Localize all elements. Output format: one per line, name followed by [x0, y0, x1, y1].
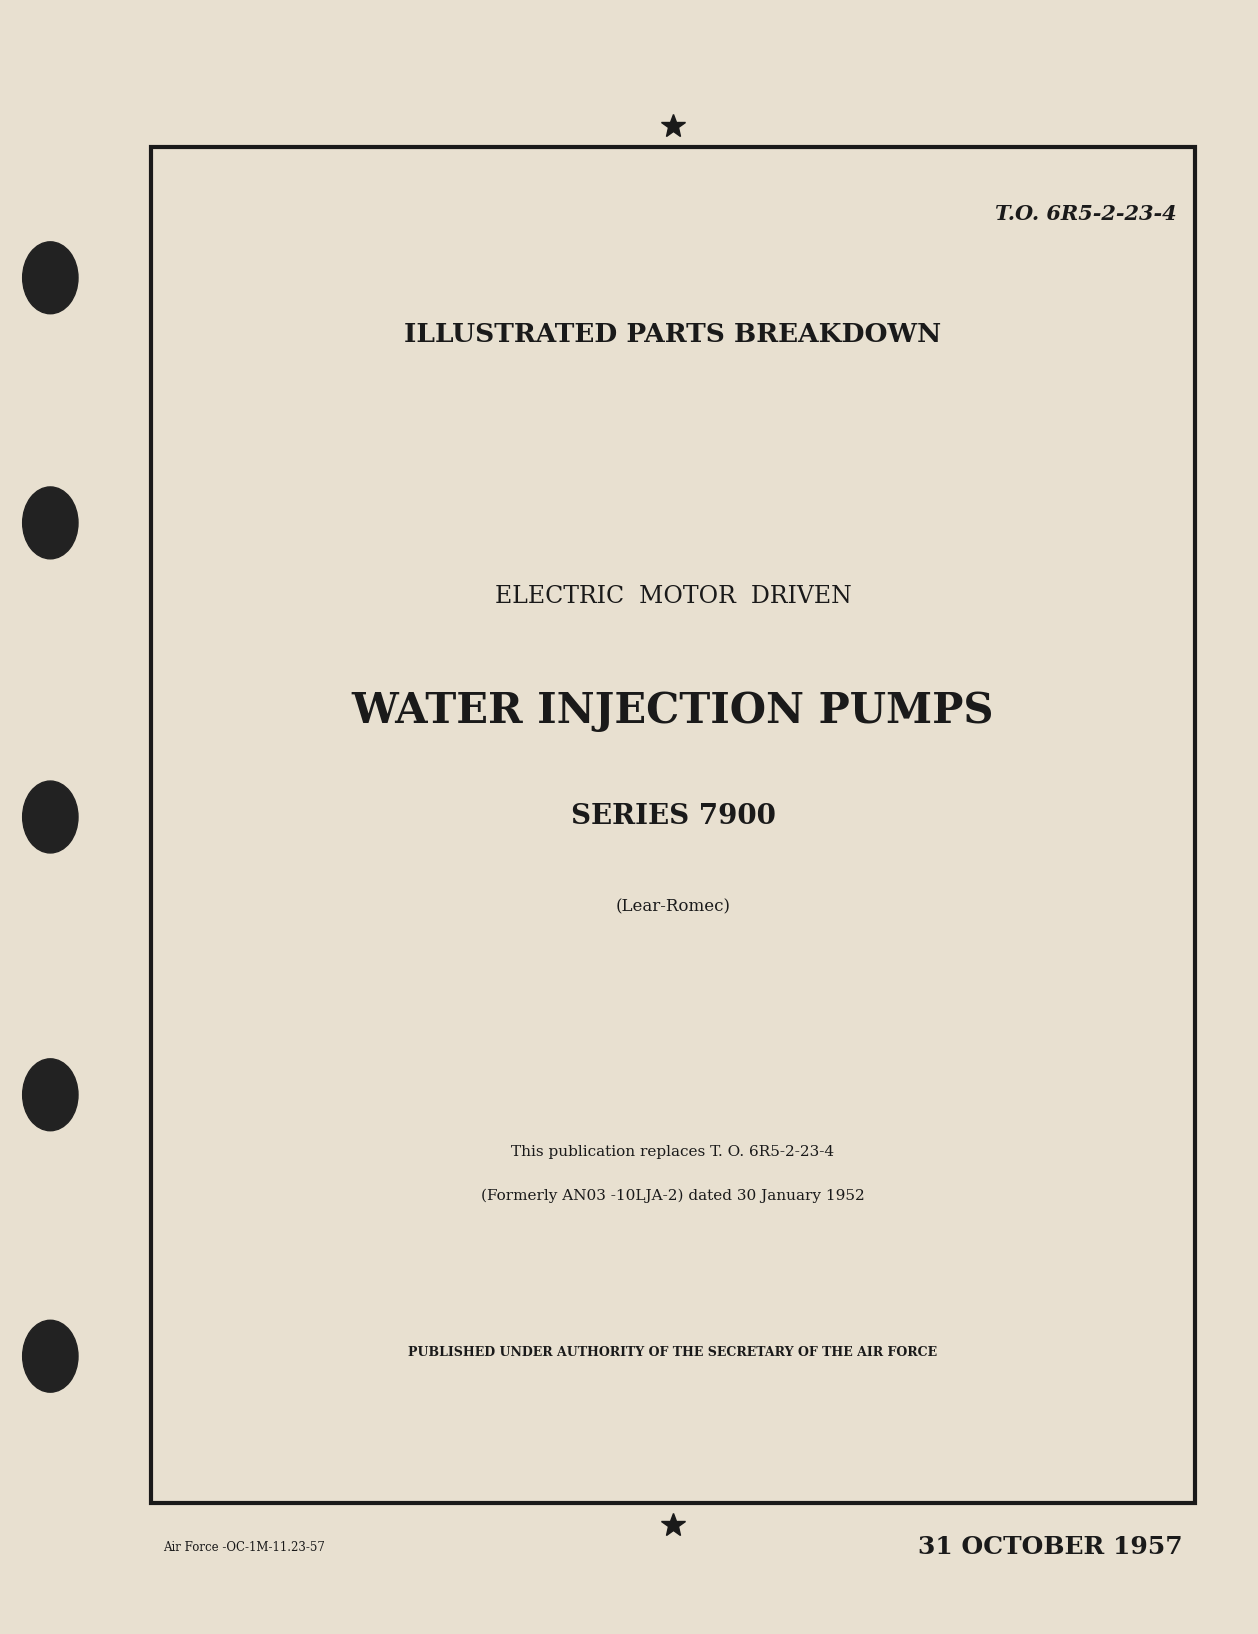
Circle shape [23, 1059, 78, 1131]
Circle shape [23, 781, 78, 853]
Bar [151, 147, 1195, 1503]
Text: This publication replaces T. O. 6R5-2-23-4: This publication replaces T. O. 6R5-2-23… [512, 1145, 834, 1159]
Text: SERIES 7900: SERIES 7900 [571, 804, 775, 830]
Text: T.O. 6R5-2-23-4: T.O. 6R5-2-23-4 [995, 204, 1176, 224]
Circle shape [23, 242, 78, 314]
Text: WATER INJECTION PUMPS: WATER INJECTION PUMPS [352, 690, 994, 732]
Circle shape [23, 1320, 78, 1392]
Text: (Formerly AN03 -10LJA-2) dated 30 January 1952: (Formerly AN03 -10LJA-2) dated 30 Januar… [481, 1190, 866, 1203]
Text: PUBLISHED UNDER AUTHORITY OF THE SECRETARY OF THE AIR FORCE: PUBLISHED UNDER AUTHORITY OF THE SECRETA… [409, 1346, 937, 1359]
Text: (Lear-Romec): (Lear-Romec) [615, 899, 731, 915]
Text: ILLUSTRATED PARTS BREAKDOWN: ILLUSTRATED PARTS BREAKDOWN [405, 322, 941, 348]
Text: Air Force -OC-1M-11.23-57: Air Force -OC-1M-11.23-57 [164, 1541, 326, 1554]
Circle shape [23, 487, 78, 559]
Text: ELECTRIC  MOTOR  DRIVEN: ELECTRIC MOTOR DRIVEN [494, 585, 852, 608]
Text: 31 OCTOBER 1957: 31 OCTOBER 1957 [918, 1536, 1183, 1559]
